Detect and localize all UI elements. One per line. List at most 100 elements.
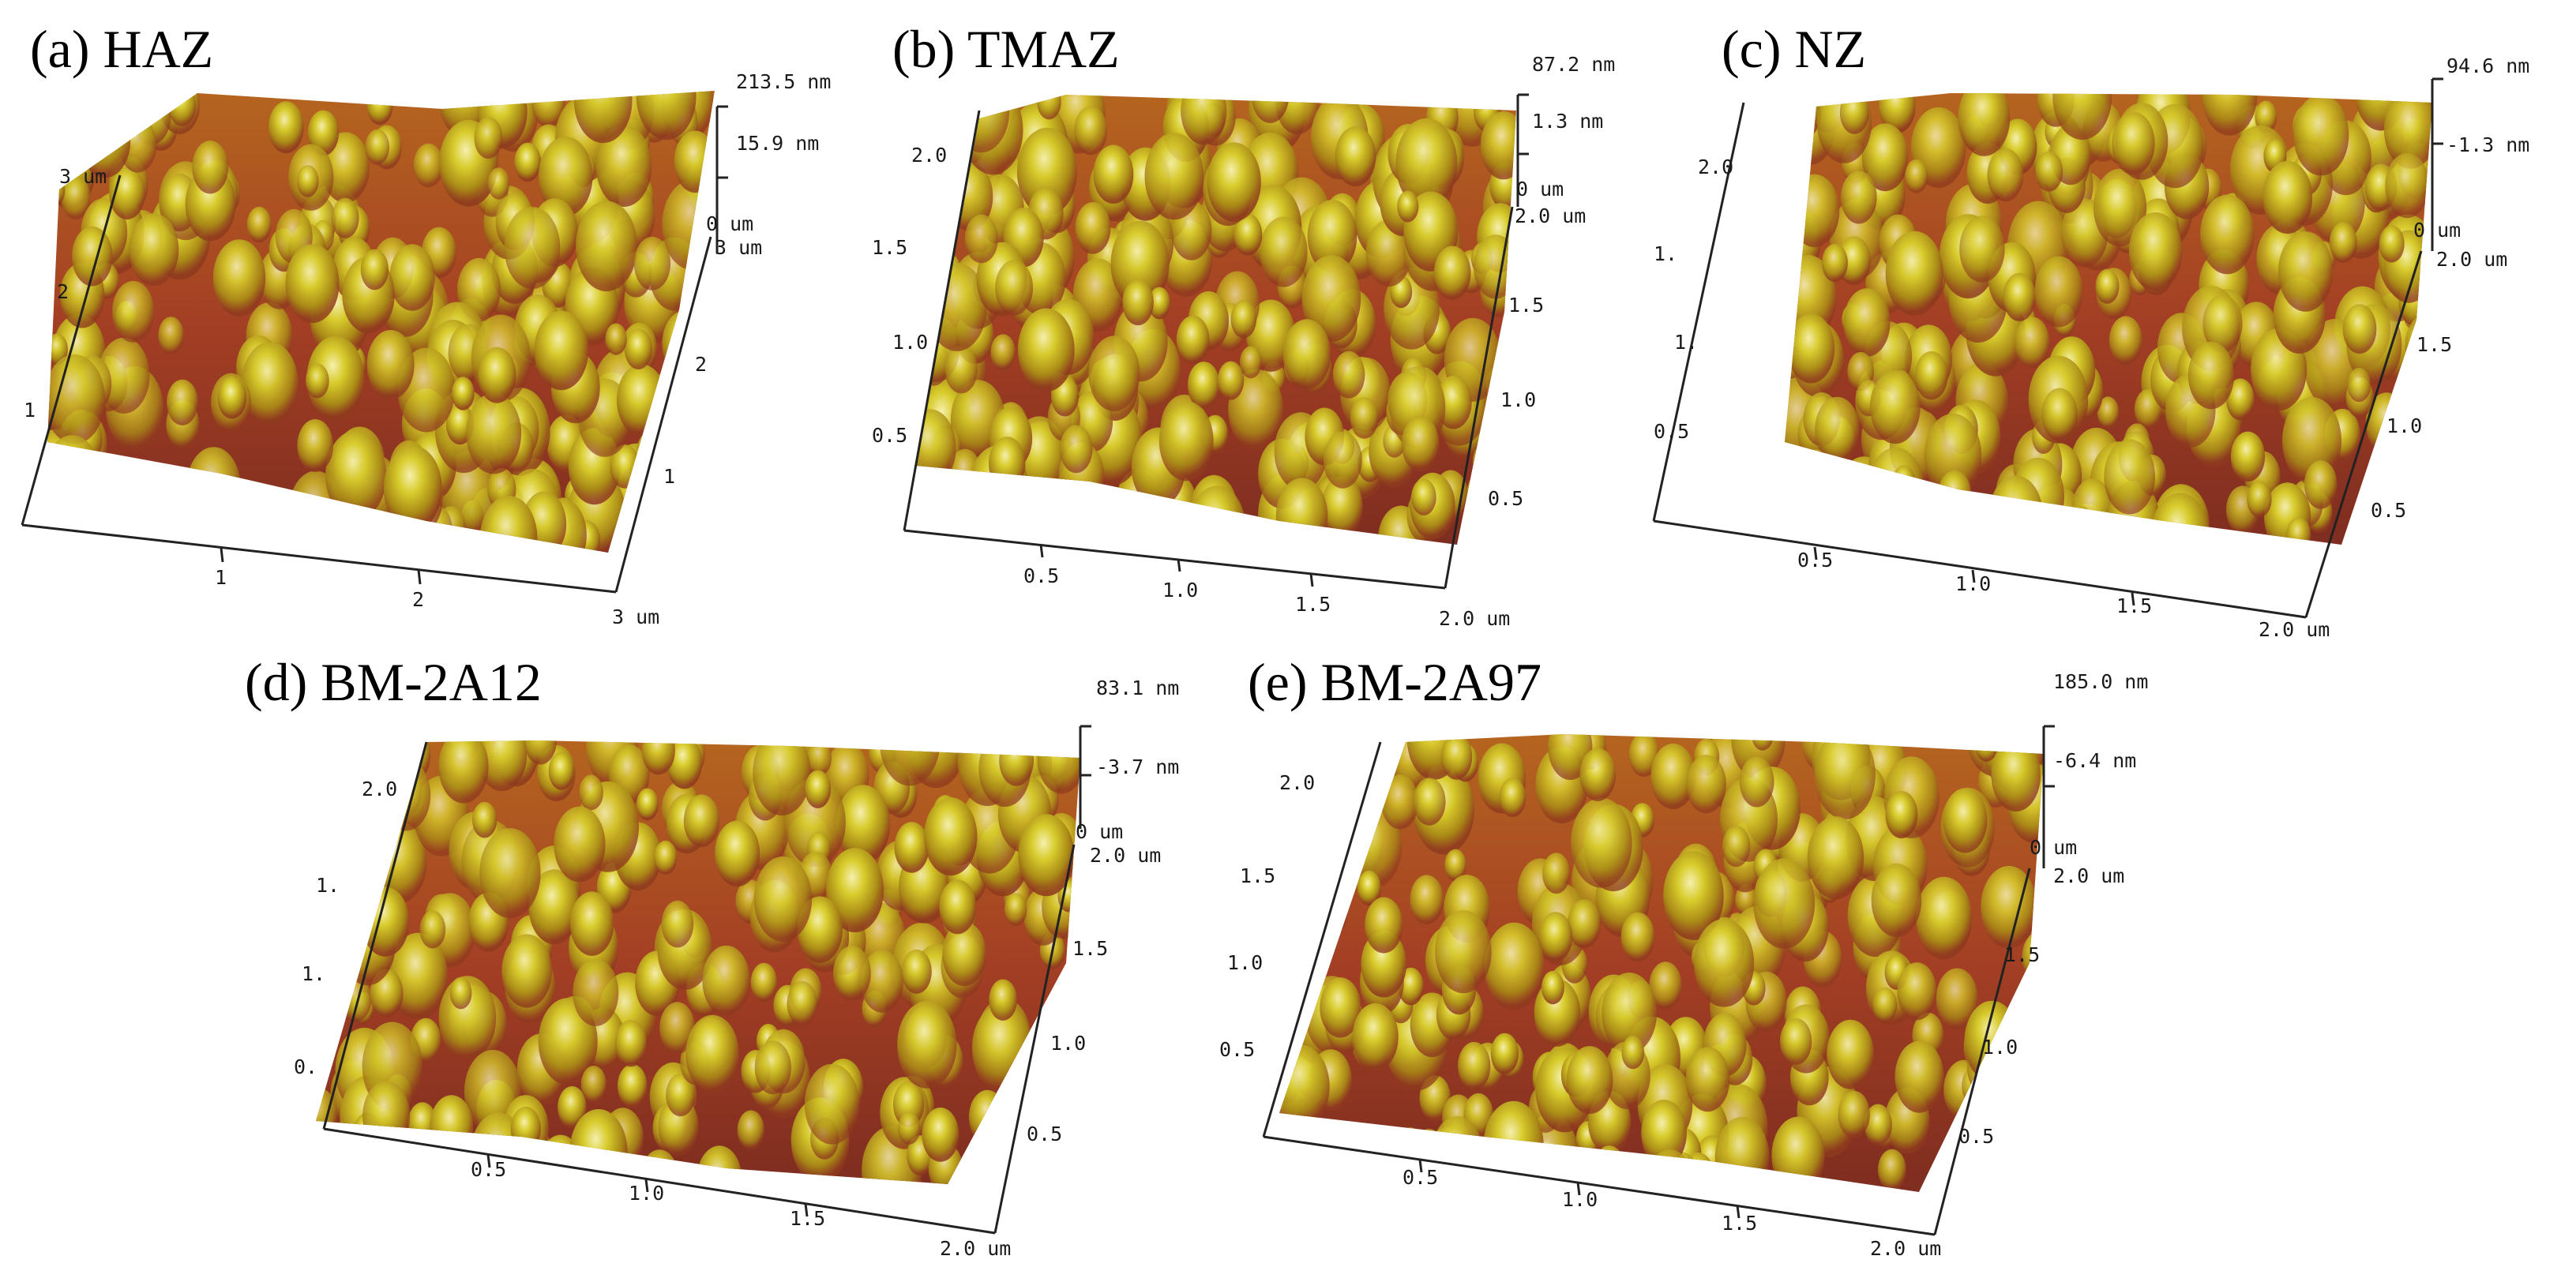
- panel-d-back-tick-1: 0.: [294, 1055, 317, 1078]
- panel-b-y-tick-4: 2.0 um: [1515, 204, 1586, 227]
- panel-b-y-axis: [1444, 206, 1514, 589]
- panel-d-y-tick-4: 2.0 um: [1090, 844, 1161, 867]
- panel-b-back-tick-1: 0.5: [872, 424, 907, 447]
- panel-d-y-tick-1: 0.5: [1027, 1123, 1062, 1145]
- panel-a: (a) HAZ 213.5 nm 15.9 nm 0 um 1 2 3 um 1…: [0, 0, 869, 632]
- panel-d-back-tick-2: 1.: [302, 962, 325, 985]
- panel-e-y-axis: [1933, 868, 2031, 1235]
- panel-a-z-max: 213.5 nm: [736, 70, 831, 93]
- panel-a-x-tick-2: 2: [412, 588, 424, 611]
- panel-e-x-tick-2: 1.0: [1562, 1188, 1598, 1211]
- panel-e-z-mid: -6.4 nm: [2053, 749, 2136, 772]
- panel-d-back-axis: [322, 741, 428, 1130]
- panel-e-back-axis: [1262, 741, 1382, 1138]
- panel-b-x-tick-1: 0.5: [1023, 564, 1059, 587]
- panel-a-surface: [47, 91, 715, 553]
- panel-c-x-tick-1: 0.5: [1797, 549, 1833, 572]
- panel-d-back-tick-3: 1.: [316, 874, 340, 897]
- panel-b-back-tick-2: 1.0: [892, 331, 928, 354]
- panel-b-x-axis: [903, 529, 1446, 590]
- panel-b-back-tick-3: 1.5: [872, 236, 907, 259]
- panel-a-back-tick-3: 3 um: [59, 165, 107, 188]
- panel-a-back-axis: [21, 174, 122, 526]
- panel-c-z-min: 0 um: [2413, 219, 2461, 242]
- panel-d-y-tick-2: 1.0: [1050, 1032, 1086, 1055]
- panel-b-z-max: 87.2 nm: [1532, 53, 1615, 76]
- panel-d-x-tick-2: 1.0: [629, 1182, 664, 1205]
- panel-c-x-tick-4: 2.0 um: [2259, 618, 2330, 641]
- panel-c-back-axis: [1652, 102, 1745, 522]
- panel-e-x-tick-4: 2.0 um: [1870, 1237, 1941, 1260]
- panel-e-x-axis: [1263, 1135, 1936, 1236]
- panel-c-y-tick-4: 2.0 um: [2436, 248, 2507, 271]
- panel-c-back-tick-3: 1.: [1654, 242, 1677, 265]
- panel-c-label: (c) NZ: [1722, 19, 1867, 79]
- panel-d-z-max: 83.1 nm: [1096, 677, 1179, 699]
- panel-e-y-tick-3: 1.5: [2004, 943, 2040, 966]
- panel-d-surface: [316, 740, 1080, 1184]
- panel-e-x-tick-3: 1.5: [1722, 1212, 1757, 1235]
- panel-d-z-mid: -3.7 nm: [1096, 755, 1179, 778]
- panel-b-plot: 87.2 nm 1.3 nm 0 um 0.5 1.0 1.5 2.0 um 0…: [872, 53, 1615, 630]
- panel-b: (b) TMAZ 87.2 nm 1.3 nm 0 um 0.5 1.0 1.5…: [869, 0, 1722, 632]
- panel-c-back-tick-1: 0.5: [1654, 420, 1689, 443]
- panel-b-z-min: 0 um: [1516, 178, 1564, 201]
- panel-a-label: (a) HAZ: [30, 19, 214, 79]
- panel-d-back-tick-4: 2.0: [362, 778, 397, 800]
- panel-d-x-axis: [323, 1127, 996, 1235]
- panel-b-surface: [916, 95, 1516, 545]
- panel-e-back-tick-3: 1.5: [1240, 864, 1275, 887]
- panel-b-y-tick-2: 1.0: [1500, 388, 1536, 411]
- panel-a-z-min: 0 um: [706, 212, 753, 235]
- panel-a-y-tick-1: 1: [663, 465, 675, 488]
- panel-c-y-tick-3: 1.5: [2416, 333, 2452, 356]
- panel-a-x-tick-3: 3 um: [612, 605, 659, 628]
- panel-b-x-tick-2: 1.0: [1162, 579, 1198, 602]
- panel-b-back-axis: [903, 110, 981, 531]
- panel-c-y-tick-1: 0.5: [2371, 499, 2406, 522]
- panel-a-y-axis: [614, 236, 712, 593]
- panel-e-y-tick-2: 1.0: [1982, 1036, 2018, 1059]
- panel-d-x-tick-1: 0.5: [471, 1158, 506, 1181]
- panel-c-y-axis: [2304, 250, 2423, 618]
- panel-e-y-tick-1: 0.5: [1958, 1125, 1994, 1148]
- panel-e-z-max: 185.0 nm: [2053, 670, 2148, 693]
- panel-c-x-tick-3: 1.5: [2116, 594, 2152, 617]
- panel-c-y-tick-2: 1.0: [2386, 414, 2422, 437]
- panel-d-x-tick-4: 2.0 um: [940, 1237, 1011, 1260]
- panel-a-y-tick-3: 3 um: [715, 236, 762, 259]
- panel-e-z-min: 0 um: [2030, 836, 2077, 859]
- panel-d-label: (d) BM-2A12: [245, 652, 542, 712]
- panel-b-x-tick-4: 2.0 um: [1439, 607, 1510, 630]
- panel-c-x-axis: [1653, 519, 2307, 619]
- panel-c-z-mid: -1.3 nm: [2446, 133, 2529, 156]
- panel-d-plot: 83.1 nm -3.7 nm 0 um 0.5 1.0 1.5 2.0 um …: [294, 677, 1179, 1260]
- panel-a-back-tick-1: 1: [24, 399, 36, 422]
- panel-b-label: (b) TMAZ: [892, 19, 1120, 79]
- panel-b-z-mid: 1.3 nm: [1532, 110, 1603, 133]
- panel-e-back-tick-2: 1.0: [1227, 951, 1263, 974]
- panel-e-label: (e) BM-2A97: [1248, 652, 1542, 712]
- panel-d-y-tick-3: 1.5: [1072, 937, 1108, 960]
- panel-e-plot: 185.0 nm -6.4 nm 0 um 0.5 1.0 1.5 2.0 um…: [1219, 670, 2148, 1260]
- panel-e-back-tick-4: 2.0: [1279, 771, 1315, 794]
- panel-e-y-tick-4: 2.0 um: [2053, 864, 2124, 887]
- panel-c-x-tick-2: 1.0: [1955, 572, 1991, 595]
- panel-c: (c) NZ 94.6 nm -1.3 nm 0 um 0.5 1.0 1.5 …: [1652, 0, 2576, 641]
- panel-a-x-axis: [21, 523, 617, 594]
- panel-b-y-tick-3: 1.5: [1508, 294, 1544, 317]
- panel-c-back-tick-4: 2.0: [1698, 156, 1733, 178]
- panel-e-back-tick-1: 0.5: [1219, 1038, 1255, 1061]
- panel-a-z-mid: 15.9 nm: [736, 132, 819, 155]
- panel-d-y-axis: [993, 844, 1076, 1234]
- panel-c-plot: 94.6 nm -1.3 nm 0 um 0.5 1.0 1.5 2.0 um …: [1652, 54, 2529, 641]
- panel-a-back-tick-2: 2: [57, 280, 69, 303]
- panel-c-surface: [1785, 93, 2432, 545]
- panel-b-y-tick-1: 0.5: [1488, 487, 1523, 510]
- panel-c-z-max: 94.6 nm: [2446, 54, 2529, 77]
- panel-b-back-tick-4: 2.0: [911, 144, 947, 167]
- panel-d-z-min: 0 um: [1076, 820, 1123, 843]
- panel-d-x-tick-3: 1.5: [790, 1207, 825, 1230]
- panel-e-x-tick-1: 0.5: [1403, 1166, 1438, 1189]
